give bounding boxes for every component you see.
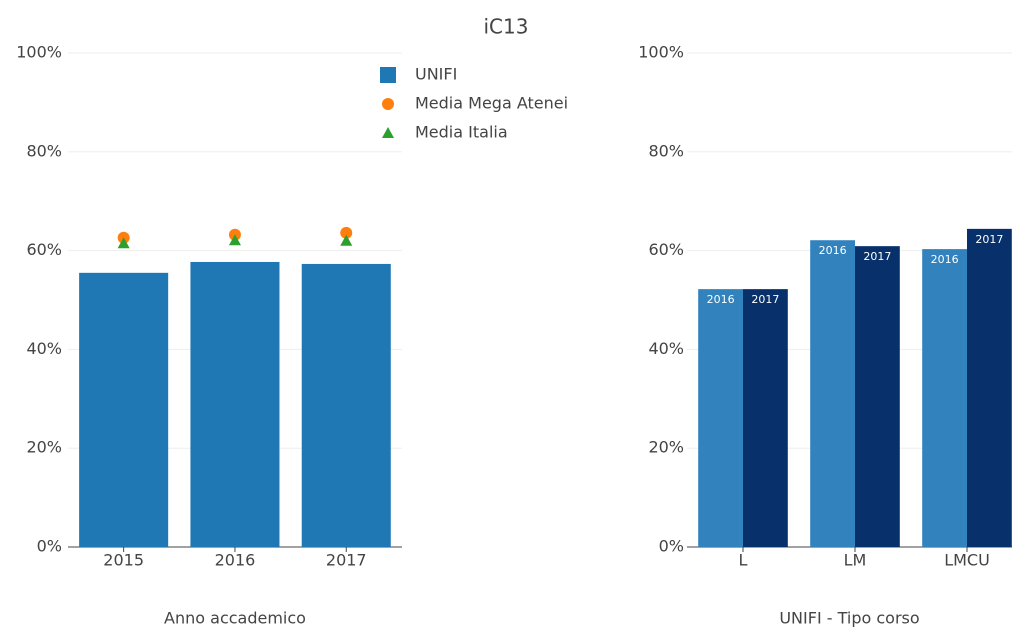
x-tick-label: 2017 [326,551,367,570]
y-tick-label: 80% [648,141,684,160]
legend-swatch [382,98,394,110]
bar [743,289,788,547]
point [340,234,353,246]
bar [190,261,280,547]
y-tick-label: 100% [638,43,684,62]
legend-swatch [382,127,394,138]
x-tick-label: L [739,551,748,570]
legend-label: UNIFI [415,65,457,84]
legend-swatch [380,67,396,83]
x-axis-title: Anno accademico [164,609,306,628]
y-tick-label: 20% [26,438,62,457]
y-tick-label: 0% [37,537,62,556]
bar [810,240,855,547]
bar-label: 2017 [751,293,779,306]
bar [922,249,967,548]
point [228,234,241,246]
bar-label: 2017 [863,250,891,263]
y-tick-label: 40% [26,339,62,358]
y-tick-label: 80% [26,141,62,160]
bar-label: 2016 [707,293,735,306]
y-tick-label: 60% [26,240,62,259]
bar [301,263,391,547]
y-tick-label: 60% [648,240,684,259]
bar [967,228,1012,547]
y-tick-label: 20% [648,438,684,457]
x-tick-label: LMCU [944,551,990,570]
y-tick-label: 0% [659,537,684,556]
bar-label: 2016 [931,253,959,266]
legend-label: Media Italia [415,123,508,142]
bar-label: 2016 [819,244,847,257]
bar [79,272,169,547]
point [117,237,130,249]
point [340,226,353,239]
x-tick-label: 2015 [103,551,144,570]
y-tick-label: 100% [16,43,62,62]
chart-title: iC13 [484,15,529,39]
bar-label: 2017 [975,233,1003,246]
y-tick-label: 40% [648,339,684,358]
x-tick-label: LM [844,551,867,570]
bar [698,289,743,547]
legend-label: Media Mega Atenei [415,94,568,113]
x-tick-label: 2016 [215,551,256,570]
bar [855,246,900,548]
x-axis-title: UNIFI - Tipo corso [779,609,919,628]
